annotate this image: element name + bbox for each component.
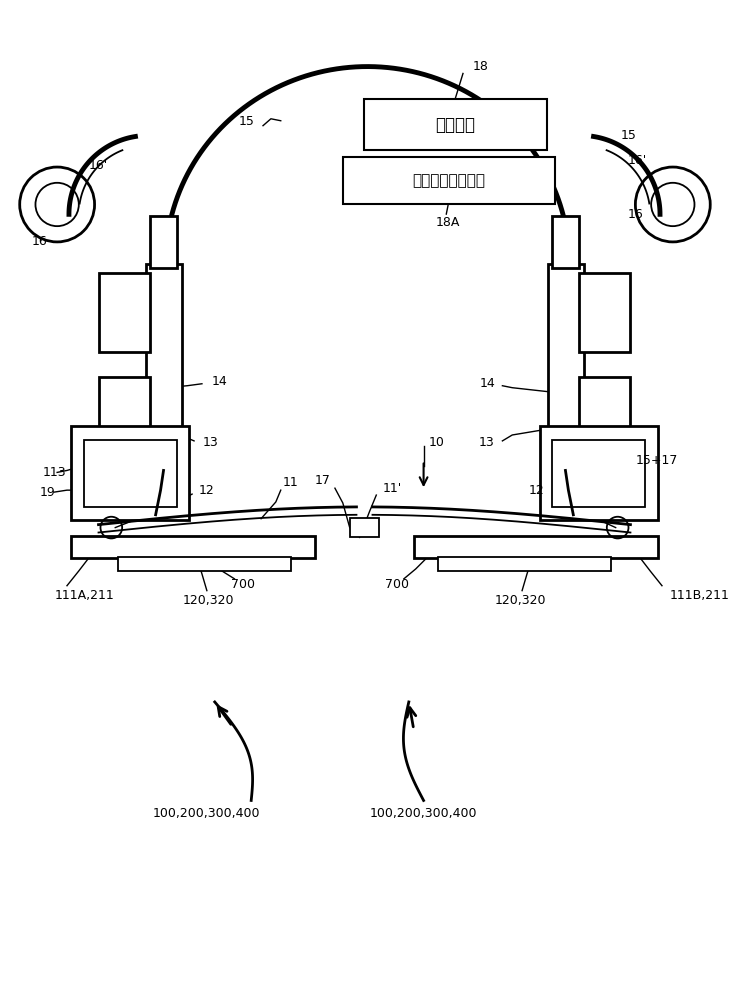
Text: 120,320: 120,320 bbox=[183, 594, 235, 607]
Bar bbox=[343, 157, 554, 204]
Text: 13: 13 bbox=[479, 436, 494, 449]
Bar bbox=[365, 99, 547, 150]
Text: 控制装置: 控制装置 bbox=[436, 116, 476, 134]
Bar bbox=[99, 377, 150, 446]
Text: 12: 12 bbox=[199, 484, 215, 497]
Bar bbox=[150, 216, 177, 268]
Text: 15+17: 15+17 bbox=[635, 454, 678, 467]
Text: 700: 700 bbox=[231, 578, 256, 591]
Text: 16': 16' bbox=[89, 159, 108, 172]
Bar bbox=[146, 264, 182, 470]
Bar bbox=[439, 557, 611, 571]
Text: 100,200,300,400: 100,200,300,400 bbox=[153, 807, 261, 820]
Text: 16: 16 bbox=[628, 208, 643, 221]
Text: 15: 15 bbox=[621, 129, 637, 142]
Text: 18A: 18A bbox=[436, 216, 460, 229]
Text: 700: 700 bbox=[385, 578, 409, 591]
Text: 11': 11' bbox=[382, 482, 402, 495]
Bar bbox=[84, 440, 177, 507]
Bar bbox=[579, 377, 631, 446]
Bar bbox=[579, 273, 631, 352]
Bar bbox=[119, 557, 290, 571]
Text: 16': 16' bbox=[628, 154, 647, 167]
Text: 19: 19 bbox=[39, 486, 55, 499]
Bar bbox=[99, 273, 150, 352]
Text: 图像信息存储装置: 图像信息存储装置 bbox=[412, 173, 485, 188]
Text: 11: 11 bbox=[283, 476, 299, 489]
Text: 15: 15 bbox=[239, 115, 254, 128]
Bar bbox=[71, 536, 315, 558]
Text: 120,320: 120,320 bbox=[494, 594, 546, 607]
Text: 111A,211: 111A,211 bbox=[54, 589, 114, 602]
Bar bbox=[350, 518, 379, 537]
Text: 10: 10 bbox=[428, 436, 445, 449]
Bar bbox=[71, 426, 189, 520]
Bar bbox=[540, 426, 658, 520]
Text: 100,200,300,400: 100,200,300,400 bbox=[370, 807, 477, 820]
Text: 113: 113 bbox=[42, 466, 66, 479]
Text: 18: 18 bbox=[473, 60, 489, 73]
Bar bbox=[413, 536, 658, 558]
Bar bbox=[548, 264, 584, 470]
Bar bbox=[551, 216, 579, 268]
Text: 111B,211: 111B,211 bbox=[670, 589, 730, 602]
Text: 17: 17 bbox=[315, 474, 331, 487]
Text: 14: 14 bbox=[212, 375, 227, 388]
Text: 16: 16 bbox=[32, 235, 47, 248]
Text: 12: 12 bbox=[529, 484, 545, 497]
Text: 13: 13 bbox=[203, 436, 219, 449]
Text: 14: 14 bbox=[479, 377, 496, 390]
Bar bbox=[551, 440, 645, 507]
